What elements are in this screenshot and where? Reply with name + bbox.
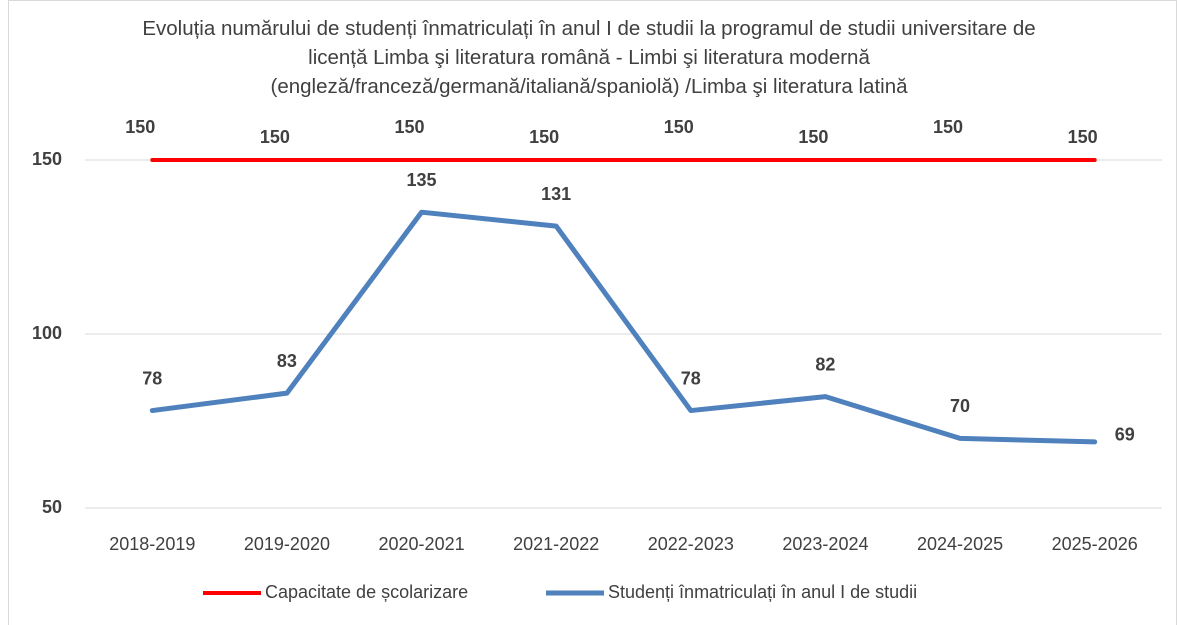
x-tick-label: 2021-2022 bbox=[513, 534, 599, 554]
data-label: 150 bbox=[260, 127, 290, 147]
x-tick-label: 2019-2020 bbox=[244, 534, 330, 554]
chart-border bbox=[8, 0, 1177, 625]
x-tick-label: 2025-2026 bbox=[1052, 534, 1138, 554]
data-label: 150 bbox=[125, 117, 155, 137]
data-label: 78 bbox=[142, 368, 162, 388]
data-label: 83 bbox=[277, 351, 297, 371]
data-label: 150 bbox=[933, 117, 963, 137]
series-line bbox=[149, 209, 1098, 445]
data-label: 69 bbox=[1115, 425, 1135, 445]
x-tick-label: 2020-2021 bbox=[379, 534, 465, 554]
data-label: 135 bbox=[407, 170, 437, 190]
data-label: 82 bbox=[815, 354, 835, 374]
data-label: 150 bbox=[395, 117, 425, 137]
x-tick-label: 2018-2019 bbox=[109, 534, 195, 554]
legend-label: Capacitate de școlarizare bbox=[265, 582, 468, 602]
data-label: 131 bbox=[541, 184, 571, 204]
chart-title: Evoluția numărului de studenți înmatricu… bbox=[142, 17, 1036, 98]
data-label: 78 bbox=[681, 368, 701, 388]
x-tick-label: 2024-2025 bbox=[917, 534, 1003, 554]
data-label: 70 bbox=[950, 396, 970, 416]
y-tick-label: 100 bbox=[32, 323, 62, 343]
y-tick-label: 50 bbox=[42, 497, 62, 517]
y-tick-label: 150 bbox=[32, 149, 62, 169]
x-tick-label: 2022-2023 bbox=[648, 534, 734, 554]
legend-label: Studenți înmatriculați în anul I de stud… bbox=[608, 582, 917, 602]
data-label: 150 bbox=[1068, 127, 1098, 147]
data-label: 150 bbox=[664, 117, 694, 137]
x-tick-label: 2023-2024 bbox=[782, 534, 868, 554]
data-label: 150 bbox=[798, 127, 828, 147]
data-label: 150 bbox=[529, 127, 559, 147]
